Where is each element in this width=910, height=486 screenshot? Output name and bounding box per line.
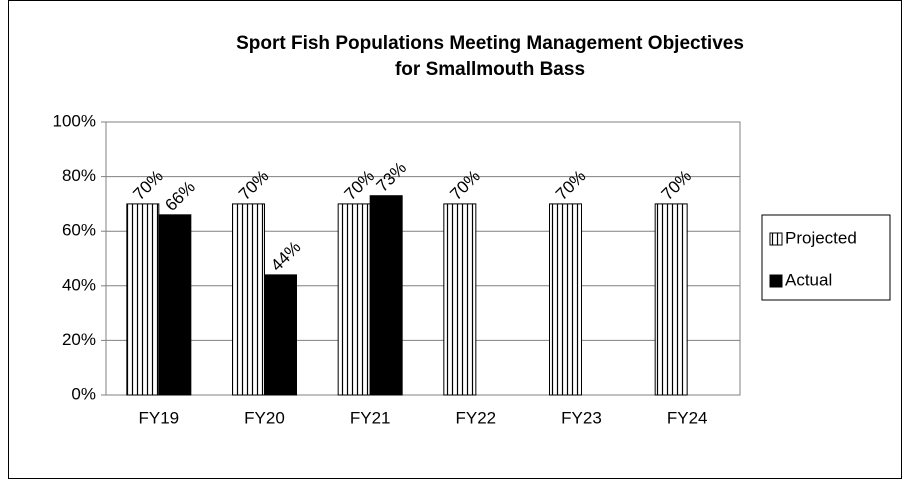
data-label: 70% (658, 166, 695, 203)
y-tick-label: 0% (71, 384, 96, 403)
data-label: 73% (373, 158, 410, 195)
data-label: 70% (235, 166, 272, 203)
data-label: 70% (446, 166, 483, 203)
bar (232, 203, 265, 396)
legend-box (761, 214, 891, 301)
bar (158, 214, 192, 396)
x-tick-label: FY22 (456, 408, 497, 427)
data-label: 44% (267, 237, 304, 274)
x-tick-label: FY20 (244, 408, 285, 427)
legend-swatch (769, 232, 783, 246)
chart-frame (8, 0, 902, 479)
bar (654, 203, 688, 396)
x-tick-label: FY23 (561, 408, 602, 427)
chart-title: for Smallmouth Bass (395, 59, 585, 80)
bar (549, 203, 582, 396)
legend: Projected Actual (761, 214, 891, 301)
y-tick-label: 20% (62, 330, 96, 349)
bar (369, 195, 403, 396)
bar (264, 274, 297, 396)
bar (126, 203, 160, 396)
y-tick-label: 40% (62, 275, 96, 294)
y-tick-label: 80% (62, 166, 96, 185)
chart-title: Sport Fish Populations Meeting Managemen… (236, 33, 744, 54)
y-tick-label: 100% (53, 111, 96, 130)
legend-label: Projected (785, 228, 857, 247)
x-tick-label: FY24 (667, 408, 708, 427)
data-label: 70% (552, 166, 589, 203)
x-tick-label: FY21 (350, 408, 391, 427)
bar (337, 203, 371, 396)
data-label: 66% (161, 177, 198, 214)
bar (443, 203, 477, 396)
y-tick-label: 60% (62, 221, 96, 240)
data-label: 70% (129, 166, 166, 203)
plot-area (105, 121, 741, 396)
legend-swatch (769, 274, 783, 288)
legend-label: Actual (785, 270, 832, 289)
x-tick-label: FY19 (139, 408, 180, 427)
